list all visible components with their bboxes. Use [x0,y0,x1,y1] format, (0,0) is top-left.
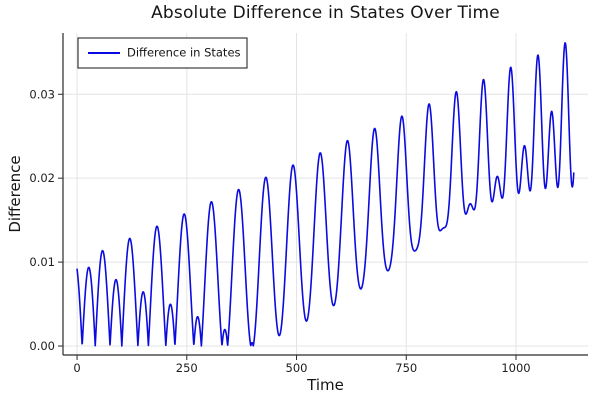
legend-entry-label: Difference in States [127,45,241,60]
x-tick-label: 500 [286,361,308,375]
x-tick-label: 1000 [501,361,530,375]
y-tick-label: 0.01 [29,255,55,269]
x-tick-label: 750 [395,361,417,375]
x-tick-label: 250 [176,361,198,375]
difference-line-series [76,42,575,347]
x-axis-label: Time [307,376,344,394]
y-tick-label: 0.02 [29,171,55,185]
y-tick-label: 0.00 [29,339,55,353]
x-tick-label: 0 [73,361,80,375]
chart-title: Absolute Difference in States Over Time [151,3,500,23]
y-tick-label: 0.03 [29,87,55,101]
